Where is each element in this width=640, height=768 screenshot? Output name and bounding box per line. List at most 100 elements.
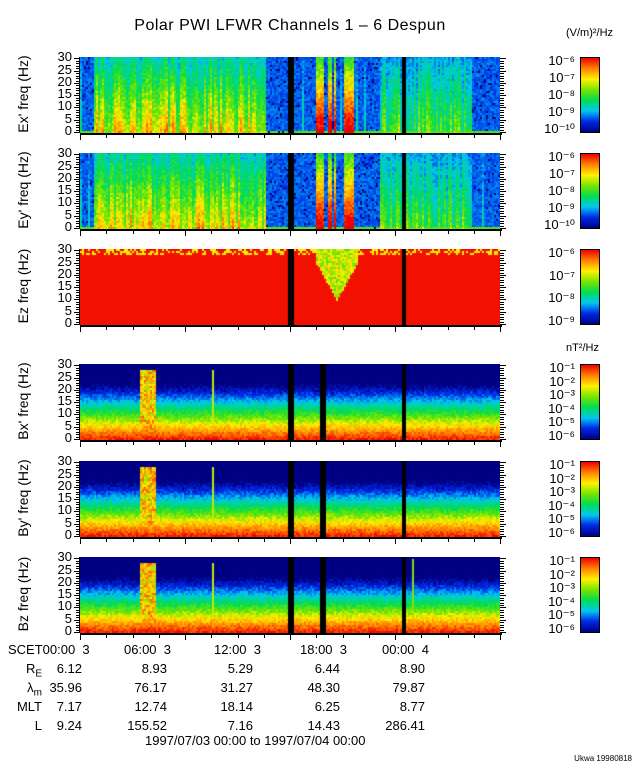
y-tick [74, 287, 80, 289]
y-tick-label: 20 [57, 477, 72, 493]
colorbar-tick-label: 10⁻¹ [549, 457, 575, 472]
y-tick-right [500, 107, 506, 109]
y-tick [76, 183, 80, 185]
colorbar-tick-label: 10⁻² [549, 470, 575, 486]
y-tick [76, 597, 80, 599]
colorbar-tick-label: 10⁻⁷ [548, 70, 575, 85]
y-tick-right [500, 587, 504, 589]
y-tick-right [500, 122, 504, 124]
x-tick [395, 635, 396, 640]
y-axis-line [79, 461, 80, 537]
x-tick [211, 442, 213, 445]
y-tick-right [500, 380, 504, 382]
ephemeris-value: 35.96 [49, 680, 82, 695]
y-tick-right [500, 375, 504, 377]
x-tick [447, 327, 449, 330]
ephemeris-value: 7.16 [227, 718, 253, 733]
x-tick [500, 231, 501, 236]
x-tick [290, 635, 291, 640]
y-tick-right [500, 159, 504, 161]
y-tick [76, 469, 80, 471]
x-tick [395, 539, 396, 544]
x-tick [80, 635, 81, 640]
y-tick [76, 585, 80, 587]
y-tick [76, 436, 80, 438]
y-tick-label: 0 [64, 219, 72, 234]
ephemeris-value: 9.24 [56, 718, 82, 733]
y-tick-right [500, 385, 504, 387]
x-tick [211, 327, 213, 330]
y-tick [76, 87, 80, 89]
y-axis-line [79, 153, 80, 229]
y-tick [76, 75, 80, 77]
y-tick [76, 223, 80, 225]
x-tick [290, 135, 291, 140]
y-tick-right [500, 627, 504, 629]
y-tick-label: 25 [57, 253, 72, 269]
y-tick-right [500, 402, 506, 404]
y-tick-right [500, 578, 504, 580]
x-tick [185, 135, 186, 140]
y-tick-right [500, 533, 504, 535]
y-tick [76, 575, 80, 577]
y-tick-right [500, 97, 504, 99]
y-tick [76, 424, 80, 426]
y-tick-right [500, 309, 504, 311]
y-tick-right [500, 314, 504, 316]
y-tick-right [500, 223, 504, 225]
y-tick [74, 426, 80, 428]
y-tick-label: 10 [57, 502, 72, 518]
y-tick [74, 439, 80, 440]
x-tick [263, 539, 265, 542]
ephemeris-label: L [34, 718, 42, 733]
x-tick [80, 539, 81, 544]
y-tick [76, 416, 80, 418]
x-tick [158, 635, 160, 638]
y-tick [76, 105, 80, 107]
colorbar-tick-label: 10⁻⁶ [548, 245, 575, 260]
x-tick [80, 442, 81, 447]
y-tick-right [500, 474, 506, 476]
y-tick-right [500, 424, 504, 426]
colorbar-tick-label: 10⁻⁵ [548, 607, 575, 623]
colorbar-0 [580, 57, 600, 133]
x-tick [106, 231, 108, 234]
y-tick [76, 412, 80, 414]
y-tick [76, 127, 80, 129]
y-tick [76, 213, 80, 215]
y-tick-right [500, 511, 506, 513]
x-tick [263, 635, 265, 638]
y-tick [76, 174, 80, 176]
y-tick [76, 156, 80, 158]
y-tick-right [500, 166, 506, 168]
y-axis-label: Ey' freq (Hz) [15, 151, 31, 229]
colorbar-tick-label: 10⁻¹ [549, 360, 575, 375]
y-tick-right [500, 186, 504, 188]
y-tick-right [500, 592, 504, 594]
y-tick-label: 10 [57, 405, 72, 421]
x-tick [237, 135, 239, 138]
ephemeris-value: 5.29 [227, 661, 253, 676]
colorbar-tick-label: 10⁻⁷ [548, 166, 575, 181]
y-tick-label: 0 [64, 430, 72, 445]
y-tick [76, 181, 80, 183]
y-tick-right [500, 100, 504, 102]
y-tick [76, 407, 80, 409]
x-tick [395, 231, 396, 236]
y-tick-right [500, 431, 504, 433]
y-tick [76, 431, 80, 433]
y-tick-right [500, 491, 504, 493]
y-tick [76, 600, 80, 602]
y-tick-right [500, 294, 504, 296]
x-tick [447, 135, 449, 138]
y-tick-right [500, 174, 504, 176]
ephemeris-value: 6.25 [314, 699, 340, 714]
y-tick [74, 607, 80, 609]
y-tick-right [500, 513, 504, 515]
colorbar-tick-label: 10⁻⁷ [548, 267, 575, 283]
y-tick [74, 389, 80, 391]
y-tick-right [500, 178, 506, 180]
ephemeris-value: 12.74 [134, 699, 167, 714]
x-tick [316, 327, 318, 330]
y-tick [76, 489, 80, 491]
